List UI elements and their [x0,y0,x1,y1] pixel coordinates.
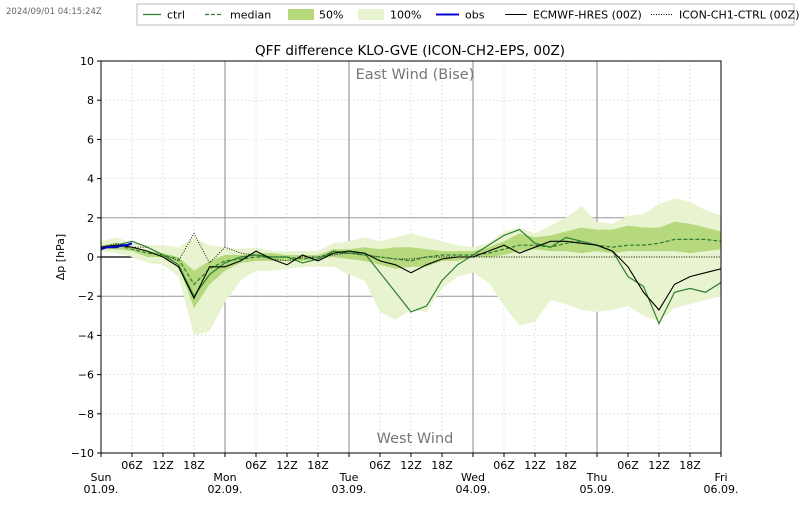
y-tick-label: −8 [78,408,94,421]
day-label: Mon [213,471,236,484]
date-label: 01.09. [84,483,119,496]
y-tick-label: 6 [87,133,94,146]
y-tick-label: 4 [87,173,94,186]
date-label: 05.09. [580,483,615,496]
annotation-east-wind: East Wind (Bise) [356,67,475,83]
x-tick-label: 06Z [245,459,267,472]
legend-50-swatch [288,9,314,20]
legend-100-swatch [358,9,384,20]
day-label: Thu [586,471,608,484]
date-label: 04.09. [456,483,491,496]
legend-median-label: median [230,9,271,22]
date-label: 03.09. [332,483,367,496]
annotation-west-wind: West Wind [377,431,454,447]
x-tick-label: 12Z [152,459,174,472]
legend-100-label: 100% [390,9,421,22]
legend-ch1-label: ICON-CH1-CTRL (00Z) [679,9,799,22]
series-ecmwf-hres [101,240,721,311]
day-label: Wed [461,471,485,484]
day-label: Sun [91,471,112,484]
x-tick-label: 06Z [369,459,391,472]
x-tick-label: 18Z [431,459,453,472]
day-label: Tue [339,471,359,484]
series-icon-ch1-ctrl [101,232,721,264]
x-tick-label: 06Z [493,459,515,472]
legend-obs-label: obs [465,9,485,22]
legend-ctrl-label: ctrl [167,9,185,22]
x-tick-label: 12Z [524,459,546,472]
legend: ctrl median 50% 100% obs ECMWF-HRES (00Z… [136,3,799,26]
x-tick-label: 12Z [276,459,298,472]
y-tick-label: 2 [87,212,94,225]
x-tick-label: 18Z [183,459,205,472]
y-tick-label: −10 [71,447,94,460]
chart-title: QFF difference KLO-GVE (ICON-CH2-EPS, 00… [255,43,565,59]
legend-hres-label: ECMWF-HRES (00Z) [533,9,642,22]
x-tick-label: 18Z [555,459,577,472]
x-tick-label: 06Z [617,459,639,472]
y-axis: 10 8 6 4 2 0 −2 −4 −6 −8 −10 [71,55,101,460]
series-ctrl [101,228,721,326]
day-label: Fri [714,471,727,484]
date-label: 02.09. [208,483,243,496]
timestamp: 2024/09/01 04:15:24Z [6,7,102,17]
y-tick-label: −4 [78,329,94,342]
x-tick-label: 12Z [648,459,670,472]
x-tick-label: 18Z [307,459,329,472]
x-axis: 06Z 12Z 18Z 06Z 12Z 18Z 06Z 12Z 18Z 06Z 12Z 18Z 06Z 1… [84,453,739,496]
y-tick-label: 8 [87,94,94,107]
series-obs [101,242,133,251]
y-tick-label: −6 [78,369,94,382]
date-label: 06.09. [704,483,739,496]
y-tick-label: −2 [78,290,94,303]
y-tick-label: 10 [80,55,94,68]
x-tick-label: 06Z [121,459,143,472]
legend-50-label: 50% [319,9,343,22]
series-median [101,238,721,286]
lines [101,228,721,326]
x-tick-label: 12Z [400,459,422,472]
y-axis-label: Δp [hPa] [54,234,67,280]
x-tick-label: 18Z [679,459,701,472]
y-tick-label: 0 [87,251,94,264]
